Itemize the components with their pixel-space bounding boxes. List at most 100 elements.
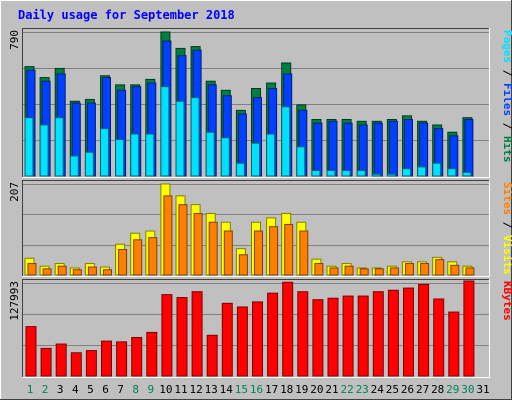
bar-sites: [254, 230, 263, 276]
bar-sites: [359, 268, 369, 276]
bar-pages: [69, 155, 79, 177]
bar-pages: [432, 162, 442, 177]
x-tick-label: 18: [280, 383, 293, 396]
bar-pages: [220, 137, 230, 177]
bar-kbytes: [25, 326, 37, 377]
bar-sites: [405, 263, 414, 276]
bar-kbytes: [448, 311, 460, 377]
x-tick-label: 4: [72, 383, 79, 396]
bar-kbytes: [206, 334, 218, 377]
series-legend: Pages / Files / Hits: [501, 30, 512, 163]
x-tick-label: 25: [386, 383, 399, 396]
x-tick-label: 28: [431, 383, 444, 396]
bar-files: [313, 122, 323, 177]
x-tick-label: 2: [42, 383, 49, 396]
y-max-label: 207: [8, 182, 21, 202]
x-tick-label: 15: [235, 383, 248, 396]
bar-files: [388, 120, 398, 177]
x-tick-label: 27: [416, 383, 429, 396]
x-tick-label: 6: [102, 383, 109, 396]
bar-kbytes: [372, 291, 384, 377]
bar-kbytes: [236, 306, 248, 377]
x-tick-label: 9: [147, 383, 154, 396]
bar-pages: [281, 106, 291, 177]
bar-sites: [87, 266, 97, 276]
bar-sites: [223, 230, 233, 276]
bar-pages: [311, 170, 321, 177]
bar-sites: [103, 269, 112, 276]
x-tick-label: 11: [174, 383, 187, 396]
bar-pages: [84, 151, 94, 177]
bar-kbytes: [327, 297, 339, 377]
x-tick-label: 12: [189, 383, 202, 396]
legend-sites: Sites: [501, 182, 512, 215]
bar-sites: [133, 239, 143, 276]
legend-hits: Hits: [501, 136, 512, 163]
bar-pages: [205, 131, 215, 177]
bar-files: [373, 122, 383, 177]
x-tick-label: 22: [340, 383, 353, 396]
bar-pages: [160, 86, 170, 177]
bar-kbytes: [101, 340, 112, 377]
bar-sites: [299, 230, 309, 276]
bar-pages: [402, 168, 411, 177]
bar-pages: [100, 128, 109, 177]
chart-title: Daily usage for September 2018: [18, 8, 235, 22]
bar-pages: [145, 133, 155, 177]
bar-pages: [341, 170, 351, 177]
x-tick-label: 21: [325, 383, 338, 396]
series-legend: Sites / Visits: [501, 182, 512, 275]
bar-kbytes: [282, 281, 294, 377]
bar-kbytes: [221, 302, 233, 377]
bar-kbytes: [357, 295, 369, 377]
x-tick-label: 13: [205, 383, 218, 396]
bar-pages: [54, 117, 64, 177]
bar-kbytes: [70, 352, 82, 377]
panel-kbytes: 127993 KBytes: [8, 279, 512, 378]
bar-kbytes: [267, 292, 279, 377]
bar-sites: [72, 269, 82, 276]
x-tick-label: 7: [117, 383, 124, 396]
bar-kbytes: [146, 331, 158, 377]
bar-pages: [39, 124, 49, 177]
chart-panels: 790 Pages / Files / Hits 207 Sites / Visits…: [8, 28, 512, 378]
x-tick-label: 30: [461, 383, 474, 396]
bar-files: [464, 118, 474, 177]
legend-kbytes: KBytes: [501, 281, 512, 321]
bar-kbytes: [252, 301, 263, 377]
x-tick-label: 3: [57, 383, 64, 396]
bar-pages: [175, 100, 185, 177]
x-tick-label: 23: [356, 383, 369, 396]
bar-kbytes: [85, 350, 97, 377]
x-tick-label: 10: [159, 383, 172, 396]
bar-sites: [193, 212, 203, 276]
legend-separator: /: [501, 116, 512, 136]
bar-pages: [326, 170, 336, 177]
legend-separator: /: [501, 215, 512, 235]
bar-kbytes: [297, 291, 309, 377]
legend-files: Files: [501, 83, 512, 116]
bar-sites: [344, 265, 354, 276]
bar-pages: [371, 173, 381, 177]
x-tick-label: 17: [265, 383, 278, 396]
bar-kbytes: [55, 343, 67, 377]
y-max-label: 790: [8, 30, 21, 50]
panel-visits-sites: 207 Sites / Visits: [8, 180, 512, 277]
bar-sites: [148, 237, 158, 276]
bar-sites: [420, 263, 430, 276]
x-tick-label: 29: [446, 383, 459, 396]
bar-pages: [296, 146, 306, 177]
legend-separator: /: [501, 63, 512, 83]
bar-sites: [163, 195, 173, 276]
x-tick-label: 24: [371, 383, 385, 396]
bar-files: [343, 122, 353, 177]
x-tick-label: 8: [132, 383, 139, 396]
bar-kbytes: [463, 280, 475, 377]
bar-sites: [178, 204, 188, 276]
bar-pages: [417, 166, 427, 177]
bar-sites: [27, 263, 37, 276]
legend-visits: Visits: [501, 235, 512, 275]
legend-pages: Pages: [501, 30, 512, 63]
bar-kbytes: [161, 294, 173, 377]
